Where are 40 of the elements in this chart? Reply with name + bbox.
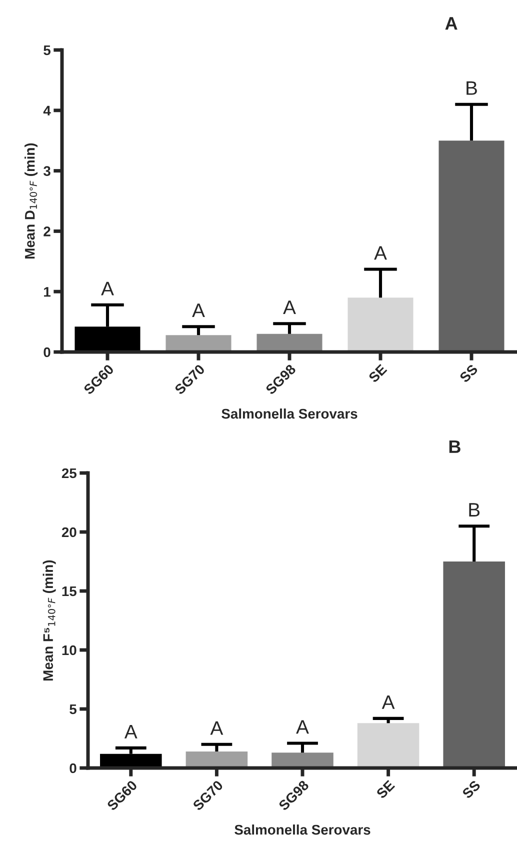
x-axis-title: Salmonella Serovars: [234, 824, 370, 835]
y-tick-label: 2: [44, 226, 50, 236]
y-tick-label: 3: [43, 166, 50, 176]
annotation: A: [382, 695, 395, 709]
y-tick-label: 1: [44, 287, 51, 297]
y-tick-label: 20: [62, 527, 76, 538]
bar: [186, 751, 248, 768]
y-axis-title: Mean D$_{140°F}$ (min): [24, 143, 38, 258]
y-tick-label: 15: [62, 586, 77, 596]
y-tick-label: 25: [62, 468, 77, 478]
y-tick-label: 10: [62, 645, 76, 656]
y-tick-label: 5: [44, 45, 51, 56]
chart-title: B: [449, 440, 460, 453]
x-tick-label: SE: [376, 780, 396, 800]
annotation: A: [374, 246, 387, 260]
annotation: A: [101, 282, 114, 296]
annotation: A: [210, 721, 224, 735]
bar: [348, 298, 414, 352]
y-tick-label: 5: [70, 704, 77, 714]
y-tick-label: 0: [44, 347, 50, 358]
annotation: B: [469, 503, 480, 517]
bar: [166, 335, 232, 352]
annotation: A: [124, 724, 138, 738]
x-tick-label: SS: [458, 364, 478, 384]
annotation: B: [466, 81, 477, 95]
bar: [272, 752, 334, 768]
y-axis-title: Mean F⁵$_{140°F}$ (min): [42, 560, 56, 680]
chart-title: A: [445, 17, 458, 30]
annotation: A: [283, 300, 296, 314]
x-axis-title: Salmonella Serovars: [222, 408, 358, 419]
y-tick-label: 0: [70, 763, 76, 774]
x-tick-label: SS: [462, 780, 481, 800]
y-tick-label: 4: [43, 106, 51, 116]
bar: [438, 140, 504, 352]
bar: [256, 334, 322, 352]
annotation: A: [192, 304, 205, 318]
bar: [443, 562, 505, 768]
annotation: A: [296, 720, 309, 734]
bar: [357, 723, 420, 768]
x-tick-label: SE: [368, 364, 388, 384]
